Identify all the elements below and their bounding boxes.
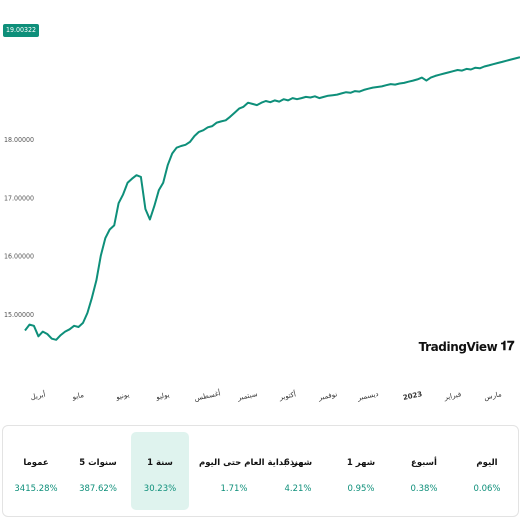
price-chart[interactable]: 18.00000 17.00000 16.00000 15.00000 أبريل ماي… [0,0,520,410]
x-tick-label: ديسمبر [356,390,380,402]
perf-label: 5 سنوات [79,458,117,468]
perf-ytd[interactable]: منذ بداية العام حتى اليوم 1.71% [199,432,304,510]
x-tick-label: فبراير [443,390,462,402]
x-tick-label: سبتمبر [236,390,258,402]
x-tick-label: يونيو [114,391,130,402]
perf-value: 0.06% [473,484,501,494]
perf-6-month[interactable]: 6 شهر 4.21% [269,432,327,510]
perf-value: 0.38% [410,484,438,494]
perf-label: 1 شهر [346,458,376,468]
y-tick-label: 17.00000 [4,194,34,202]
perf-label: 6 شهر [283,458,313,468]
perf-1-month[interactable]: 1 شهر 0.95% [332,432,390,510]
performance-panel: اليوم 0.06% أسبوع 0.38% 1 شهر 0.95% 6 شه… [2,425,519,517]
x-tick-label: مارس [483,390,502,402]
x-tick-label: أبريل [30,390,47,402]
perf-today[interactable]: اليوم 0.06% [458,432,516,510]
y-tick-label: 15.00000 [4,311,34,319]
x-tick-label: يوليو [154,391,170,402]
perf-label: عموما [23,458,49,468]
perf-all-time[interactable]: عموما 3415.28% [7,432,65,510]
x-tick-label: أغسطس [193,388,221,402]
perf-value: 1.71% [220,484,248,494]
tradingview-logo-icon: 𝟏𝟕 [500,339,514,354]
watermark-text: TradingView [418,339,498,354]
perf-value: 0.95% [347,484,375,494]
x-tick-label: نوفمبر [317,390,338,402]
chart-canvas[interactable]: 18.00000 17.00000 16.00000 15.00000 أبريل ماي… [0,0,520,410]
perf-1-year[interactable]: 1 سنة 30.23% [131,432,189,510]
tradingview-watermark[interactable]: TradingView 𝟏𝟕 [418,339,515,354]
perf-5-years[interactable]: 5 سنوات 387.62% [69,432,127,510]
perf-value: 30.23% [143,484,177,494]
perf-week[interactable]: أسبوع 0.38% [395,432,453,510]
current-price-badge: 19.00322 [3,24,40,37]
perf-value: 4.21% [284,484,312,494]
perf-value: 387.62% [79,484,117,494]
price-series-line [24,56,520,341]
perf-label: أسبوع [411,458,437,468]
x-tick-label: أكتوبر [277,389,296,402]
perf-value: 3415.28% [14,484,58,494]
y-tick-label: 16.00000 [4,253,34,261]
x-tick-label: 2023 [402,390,423,402]
perf-label: 1 سنة [147,458,173,468]
perf-label: منذ بداية العام حتى اليوم [199,458,304,468]
x-tick-label: مايو [71,391,85,401]
perf-label: اليوم [476,458,498,468]
y-tick-label: 18.00000 [4,136,34,144]
